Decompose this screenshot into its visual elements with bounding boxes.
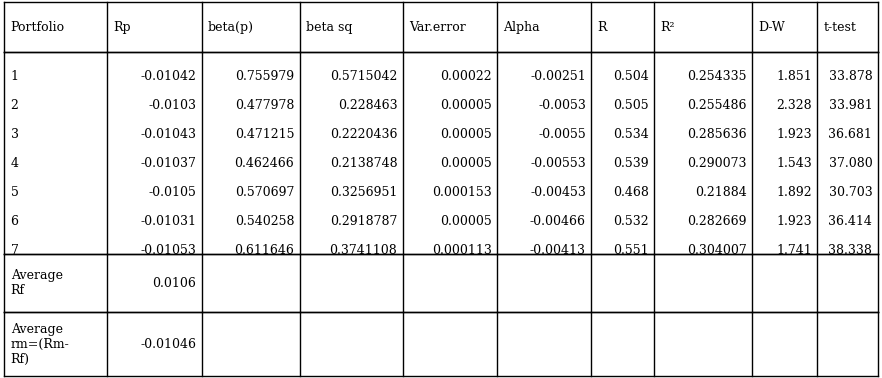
Text: 0.468: 0.468 [613, 186, 649, 199]
Text: 0.0106: 0.0106 [153, 277, 197, 290]
Text: -0.00553: -0.00553 [530, 157, 586, 170]
Text: Portfolio: Portfolio [11, 21, 64, 34]
Text: -0.0053: -0.0053 [538, 99, 586, 112]
Text: 0.282669: 0.282669 [687, 215, 746, 228]
Text: 7: 7 [11, 244, 19, 257]
Text: 0.570697: 0.570697 [235, 186, 295, 199]
Text: 0.2138748: 0.2138748 [330, 157, 397, 170]
Text: 0.285636: 0.285636 [687, 128, 746, 141]
Text: D-W: D-W [758, 21, 785, 34]
Text: beta sq: beta sq [306, 21, 352, 34]
Text: 0.471215: 0.471215 [235, 128, 295, 141]
Text: 0.00005: 0.00005 [440, 157, 491, 170]
Text: 5: 5 [11, 186, 19, 199]
Text: 0.00005: 0.00005 [440, 99, 491, 112]
Text: 0.551: 0.551 [613, 244, 649, 257]
Text: -0.01037: -0.01037 [140, 157, 197, 170]
Text: 0.539: 0.539 [613, 157, 649, 170]
Text: 36.414: 36.414 [828, 215, 872, 228]
Text: R²: R² [661, 21, 675, 34]
Text: 0.2220436: 0.2220436 [330, 128, 397, 141]
Text: 30.703: 30.703 [828, 186, 872, 199]
Text: 0.00005: 0.00005 [440, 215, 491, 228]
Text: -0.01042: -0.01042 [140, 70, 197, 84]
Text: 0.290073: 0.290073 [687, 157, 746, 170]
Text: 0.000113: 0.000113 [431, 244, 491, 257]
Text: Average
Rf: Average Rf [11, 270, 63, 297]
Text: -0.01046: -0.01046 [140, 338, 197, 351]
Text: -0.00466: -0.00466 [530, 215, 586, 228]
Text: 3: 3 [11, 128, 19, 141]
Text: -0.00453: -0.00453 [530, 186, 586, 199]
Text: -0.0103: -0.0103 [148, 99, 197, 112]
Text: -0.00413: -0.00413 [530, 244, 586, 257]
Text: 6: 6 [11, 215, 19, 228]
Text: 0.21884: 0.21884 [695, 186, 746, 199]
Text: 0.00022: 0.00022 [440, 70, 491, 84]
Text: 0.3741108: 0.3741108 [330, 244, 397, 257]
Text: 1.851: 1.851 [776, 70, 812, 84]
Text: 0.462466: 0.462466 [235, 157, 295, 170]
Text: 1.741: 1.741 [776, 244, 812, 257]
Text: -0.01053: -0.01053 [140, 244, 197, 257]
Text: -0.0055: -0.0055 [538, 128, 586, 141]
Text: 0.254335: 0.254335 [687, 70, 746, 84]
Text: 1.543: 1.543 [776, 157, 812, 170]
Text: t-test: t-test [824, 21, 856, 34]
Text: -0.0105: -0.0105 [148, 186, 197, 199]
Text: beta(p): beta(p) [208, 21, 254, 34]
Text: 36.681: 36.681 [828, 128, 872, 141]
Text: 0.505: 0.505 [613, 99, 649, 112]
Text: 0.2918787: 0.2918787 [330, 215, 397, 228]
Text: 0.3256951: 0.3256951 [330, 186, 397, 199]
Text: 0.532: 0.532 [613, 215, 649, 228]
Text: 1.923: 1.923 [776, 215, 812, 228]
Text: -0.00251: -0.00251 [530, 70, 586, 84]
Text: R: R [597, 21, 607, 34]
Text: 0.755979: 0.755979 [235, 70, 295, 84]
Text: 33.981: 33.981 [828, 99, 872, 112]
Text: 33.878: 33.878 [828, 70, 872, 84]
Text: 37.080: 37.080 [828, 157, 872, 170]
Text: 0.5715042: 0.5715042 [330, 70, 397, 84]
Text: 0.534: 0.534 [613, 128, 649, 141]
Text: 0.611646: 0.611646 [235, 244, 295, 257]
Text: 0.228463: 0.228463 [338, 99, 397, 112]
Text: 1.923: 1.923 [776, 128, 812, 141]
Text: -0.01043: -0.01043 [140, 128, 197, 141]
Text: 0.304007: 0.304007 [687, 244, 746, 257]
Text: -0.01031: -0.01031 [140, 215, 197, 228]
Text: 0.00005: 0.00005 [440, 128, 491, 141]
Text: 2.328: 2.328 [776, 99, 812, 112]
Text: Rp: Rp [114, 21, 131, 34]
Text: 0.504: 0.504 [613, 70, 649, 84]
Text: 1: 1 [11, 70, 19, 84]
Text: 0.477978: 0.477978 [235, 99, 295, 112]
Text: 4: 4 [11, 157, 19, 170]
Text: Var.error: Var.error [408, 21, 466, 34]
Text: Alpha: Alpha [503, 21, 540, 34]
Text: 2: 2 [11, 99, 19, 112]
Text: 0.540258: 0.540258 [235, 215, 295, 228]
Text: Average
rm=(Rm-
Rf): Average rm=(Rm- Rf) [11, 323, 70, 366]
Text: 0.255486: 0.255486 [687, 99, 746, 112]
Text: 1.892: 1.892 [776, 186, 812, 199]
Text: 0.000153: 0.000153 [432, 186, 491, 199]
Text: 38.338: 38.338 [828, 244, 872, 257]
